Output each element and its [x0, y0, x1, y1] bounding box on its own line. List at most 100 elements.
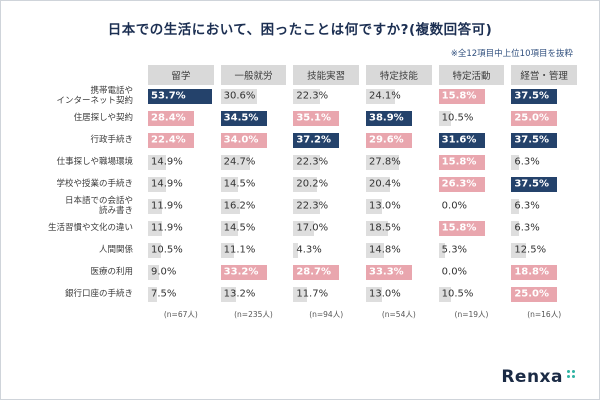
value-text: 33.3%: [368, 266, 404, 278]
value-text: 34.0%: [223, 134, 259, 146]
column-header: 特定活動: [438, 65, 505, 85]
value-text: 22.4%: [151, 134, 186, 146]
column-header: 一般就労: [220, 65, 287, 85]
value-text: 15.8%: [441, 156, 477, 168]
table-row: 日本語での会話や 読み書き 11.9% 16.2% 22.3% 13.0% 0.0% 6.3…: [23, 195, 577, 217]
table-row: 行政手続き 22.4% 34.0% 37.2% 29.6% 31.6% 37.5%: [23, 129, 577, 151]
row-label: 生活習慣や文化の違い: [47, 222, 133, 233]
value-text: 26.3%: [441, 178, 477, 190]
value-bar: [293, 132, 340, 148]
value-text: 30.6%: [223, 90, 256, 102]
table-row: 携帯電話や インターネット契約 53.7% 30.6% 22.3% 24.1% 15.8%…: [23, 85, 577, 107]
value-cell: 10.5%: [438, 110, 505, 126]
value-text: 13.2%: [223, 288, 256, 300]
row-label: 仕事探しや職場環境: [56, 156, 133, 167]
value-text: 5.3%: [441, 244, 468, 256]
value-text: 37.5%: [514, 90, 550, 102]
value-bar: [293, 198, 320, 214]
value-bar: [220, 176, 238, 192]
value-text: 34.5%: [223, 112, 259, 124]
value-cell: 10.5%: [148, 242, 214, 258]
value-cell: 6.3%: [511, 220, 577, 236]
value-cell: 34.0%: [220, 132, 287, 148]
value-cell: 22.3%: [293, 154, 359, 170]
value-text: 11.1%: [223, 244, 256, 256]
value-cell: 18.5%: [365, 220, 432, 236]
value-bar: [148, 286, 157, 302]
value-bar: [511, 154, 519, 170]
row-label: 学校や授業の手続き: [56, 178, 133, 189]
value-cell: 11.7%: [293, 286, 359, 302]
value-text: 10.5%: [151, 244, 183, 256]
value-bar: [438, 176, 485, 192]
renxa-logo: Renxa: [501, 367, 575, 387]
value-text: 6.3%: [514, 222, 540, 234]
value-bar: [293, 154, 320, 170]
value-cell: 0.0%: [439, 199, 505, 214]
value-bar: [511, 220, 519, 236]
value-text: 27.8%: [368, 156, 401, 168]
value-cell: 25.0%: [511, 286, 577, 302]
table-row: 学校や授業の手続き 14.9% 14.5% 20.2% 20.4% 26.3% 37.5%: [23, 173, 577, 195]
value-text: 31.6%: [441, 134, 477, 146]
value-cell: 27.8%: [365, 154, 432, 170]
value-bar: [148, 264, 159, 280]
value-cell: 37.5%: [511, 132, 577, 148]
value-text: 12.5%: [514, 244, 547, 256]
value-text: 4.3%: [296, 244, 322, 256]
value-bar: [220, 154, 251, 170]
value-cell: 0.0%: [439, 265, 505, 280]
value-text: 29.6%: [368, 134, 404, 146]
value-cell: 33.2%: [220, 264, 287, 280]
value-bar: [293, 176, 318, 192]
value-cell: 29.6%: [365, 132, 432, 148]
value-text: 15.8%: [441, 222, 477, 234]
value-cell: 18.8%: [511, 264, 577, 280]
value-cell: 14.9%: [148, 154, 214, 170]
value-cell: 5.3%: [438, 242, 505, 258]
chart-title: 日本での生活において、困ったことは何ですか?(複数回答可): [107, 22, 493, 38]
value-cell: 22.3%: [293, 88, 359, 104]
value-cell: 20.4%: [365, 176, 432, 192]
value-text: 25.0%: [514, 112, 550, 124]
value-bar: [365, 88, 395, 104]
value-text: 18.8%: [514, 266, 550, 278]
sample-size-label: (n=54人): [381, 310, 416, 319]
value-bar: [365, 220, 389, 236]
row-label: 住居探しや契約: [73, 112, 133, 123]
row-label: 銀行口座の手続き: [64, 288, 133, 299]
value-bar: [148, 242, 161, 258]
column-header-row: 留学 一般就労 技能実習 特定技能 特定活動 経営・管理: [23, 65, 577, 85]
value-bar: [438, 220, 485, 236]
value-cell: 25.0%: [511, 110, 577, 126]
value-cell: 11.1%: [220, 242, 287, 258]
value-cell: 26.3%: [438, 176, 505, 192]
value-bar: [511, 176, 558, 192]
table-row: 人間関係 10.5% 11.1% 4.3% 14.8% 5.3% 12.5%: [23, 239, 577, 261]
value-bar: [148, 132, 194, 148]
value-cell: 6.3%: [511, 154, 577, 170]
value-bar: [220, 286, 237, 302]
value-cell: 33.3%: [365, 264, 432, 280]
value-bar: [365, 286, 382, 302]
value-cell: 15.8%: [438, 88, 505, 104]
value-bar: [293, 242, 299, 258]
value-cell: 24.1%: [365, 88, 432, 104]
sample-size-label: (n=235人): [234, 310, 273, 319]
value-cell: 37.2%: [293, 132, 359, 148]
value-text: 11.9%: [151, 200, 183, 212]
sample-size-label: (n=94人): [309, 310, 344, 319]
value-text: 37.5%: [514, 178, 550, 190]
value-bar: [511, 132, 558, 148]
value-cell: 20.2%: [293, 176, 359, 192]
value-text: 18.5%: [368, 222, 401, 234]
value-cell: 11.9%: [148, 198, 214, 214]
row-label: 携帯電話や インターネット契約: [56, 85, 133, 106]
value-bar: [511, 110, 558, 126]
value-cell: 13.0%: [365, 198, 432, 214]
value-bar: [365, 242, 384, 258]
value-cell: 37.5%: [511, 88, 577, 104]
value-text: 13.0%: [368, 288, 401, 300]
value-cell: 22.3%: [293, 198, 359, 214]
value-text: 0.0%: [441, 200, 468, 212]
